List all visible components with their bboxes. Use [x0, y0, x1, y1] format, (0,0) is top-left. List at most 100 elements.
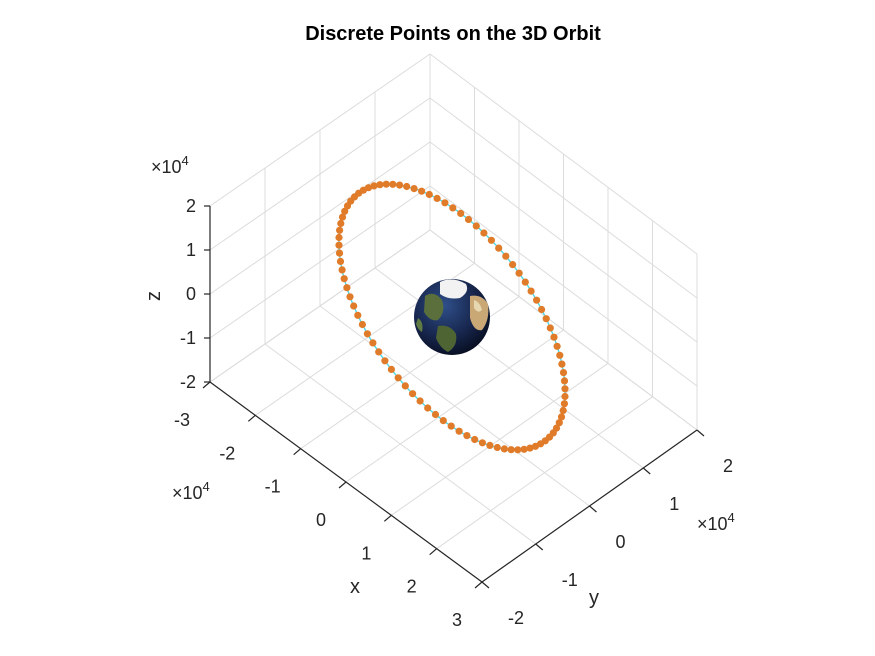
y-tick-label: 2: [723, 456, 733, 476]
axes: [202, 205, 705, 589]
orbit-point: [559, 369, 568, 377]
x-tick-label: 0: [316, 510, 326, 530]
orbit-point: [561, 385, 569, 393]
grid-line: [429, 97, 698, 299]
orbit-point: [502, 252, 510, 260]
grid-line: [374, 267, 644, 469]
orbit-point: [433, 194, 441, 202]
x-tick-label: -2: [219, 443, 235, 463]
earth-globe: [414, 279, 490, 355]
orbit-point: [559, 406, 567, 415]
orbit-point: [401, 382, 409, 390]
orbit-point: [335, 249, 344, 257]
orbit-point: [335, 233, 343, 242]
y-tick-label: -2: [508, 608, 524, 628]
orbit-point: [358, 320, 366, 329]
grid-line: [429, 229, 698, 431]
orbit-point: [370, 182, 378, 190]
orbit-point: [533, 296, 541, 304]
z-exponent: ×104: [151, 153, 189, 177]
orbit-point: [343, 284, 351, 292]
grid-line: [209, 97, 431, 251]
orbit-point: [507, 446, 515, 454]
y-tick-label: 1: [669, 494, 679, 514]
grid-line: [429, 53, 698, 255]
orbit-point: [340, 275, 348, 283]
z-tick-label: -2: [180, 372, 196, 392]
z-tick-label: 0: [186, 284, 196, 304]
orbit-point: [557, 413, 566, 421]
x-tick-mark: [383, 514, 392, 522]
orbit-point: [553, 342, 561, 350]
z-tick-label: 2: [186, 196, 196, 216]
grid-lines: [209, 53, 698, 583]
orbit-point: [486, 441, 494, 449]
grid-line: [264, 343, 537, 545]
x-tick-mark: [202, 381, 211, 389]
orbit-point: [369, 339, 377, 347]
orbit-point: [364, 184, 373, 192]
orbit-point: [455, 427, 463, 435]
orbit-point: [375, 348, 383, 356]
orbit-point: [531, 442, 540, 450]
x-tick-mark: [247, 414, 256, 422]
svg-text:×104: ×104: [151, 153, 189, 177]
orbit-point: [403, 182, 411, 191]
y-tick-mark: [696, 429, 705, 437]
orbit-point: [520, 445, 528, 453]
orbit-point: [336, 257, 345, 265]
y-tick-mark: [642, 467, 651, 475]
orbit-point: [418, 187, 426, 195]
x-tick-label: -3: [174, 410, 190, 430]
x-tick-mark: [338, 481, 347, 489]
orbit-point: [341, 207, 349, 215]
orbit-point: [410, 185, 418, 193]
orbit-point: [487, 236, 495, 244]
orbit-point: [338, 213, 347, 221]
orbit-point: [463, 432, 471, 440]
y-tick-label: -1: [562, 570, 578, 590]
orbit-point: [346, 293, 354, 301]
x-tick-label: 3: [452, 610, 462, 630]
y-exponent: ×104: [697, 510, 735, 534]
y-tick-mark: [481, 581, 490, 589]
orbit-point: [409, 390, 417, 398]
y-axis-label: y: [589, 587, 599, 609]
grid-line: [429, 141, 698, 343]
orbit-point: [350, 302, 358, 310]
orbit-point: [561, 392, 569, 401]
orbit-point: [425, 190, 433, 199]
grid-line: [209, 53, 431, 207]
orbit-point: [472, 222, 480, 230]
orbit-point: [424, 404, 432, 412]
tick-labels: -3 -2 -1 0 1 2 3 -2 -1 0 1 2 2 1 0 -1 -2: [174, 196, 733, 630]
orbit-point: [493, 443, 501, 452]
grid-line: [319, 305, 590, 507]
orbit-point: [508, 261, 517, 269]
orbit-point: [538, 305, 546, 314]
grid-line: [209, 141, 431, 295]
z-axis-label: z: [143, 291, 165, 301]
orbit-point: [478, 439, 486, 447]
orbit-point: [545, 433, 554, 441]
orbit-point: [381, 357, 389, 365]
orbit-point: [546, 324, 554, 332]
grid-line: [209, 185, 431, 339]
x-axis-label: x: [350, 576, 360, 598]
orbit-point: [376, 181, 384, 189]
x-tick-label: 1: [361, 543, 371, 563]
y-tick-mark: [535, 543, 544, 551]
orbit-point: [556, 351, 564, 359]
orbit-point: [387, 365, 395, 373]
orbit-point: [521, 278, 529, 286]
orbit-point: [441, 199, 449, 207]
orbit-point: [431, 410, 440, 419]
orbit-point: [495, 244, 503, 252]
x-tick-label: 2: [407, 577, 417, 597]
orbit-point: [354, 311, 362, 319]
orbit-point: [464, 215, 473, 224]
x-tick-label: -1: [265, 477, 281, 497]
orbit: [335, 180, 569, 454]
orbit-point: [555, 419, 563, 427]
